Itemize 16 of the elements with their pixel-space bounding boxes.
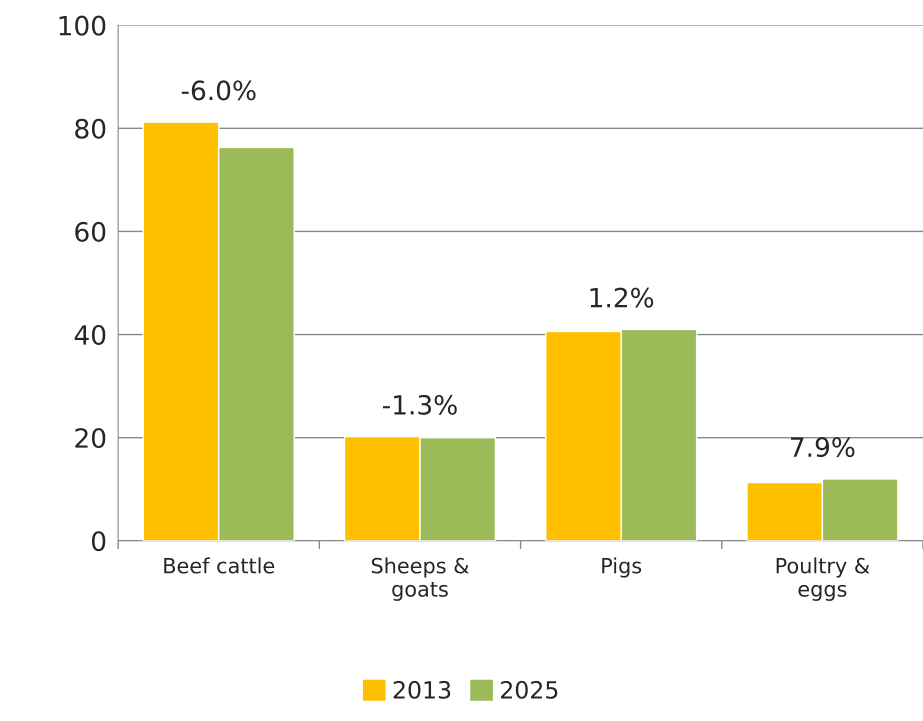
annotation: 7.9% (791, 437, 854, 458)
y-tick-label: 0 (92, 531, 106, 552)
legend-label: 2013 (394, 680, 450, 699)
y-tick-label: 100 (60, 16, 106, 36)
annotation: -6.0% (182, 80, 256, 100)
x-tick-label: Poultry & eggs (776, 557, 870, 601)
legend-label: 2025 (501, 680, 558, 699)
annotation: -1.3% (382, 394, 457, 415)
y-tick-label: 60 (75, 222, 106, 242)
y-tick-label: 20 (75, 428, 106, 448)
x-tick-label: Pigs (602, 557, 642, 578)
y-tick-label: 80 (75, 118, 106, 139)
x-tick-label: Beef cattle (164, 557, 274, 574)
y-tick-label: 40 (74, 324, 106, 345)
annotation: 1.2% (590, 288, 654, 308)
x-tick-label: Sheeps & goats (372, 557, 469, 601)
